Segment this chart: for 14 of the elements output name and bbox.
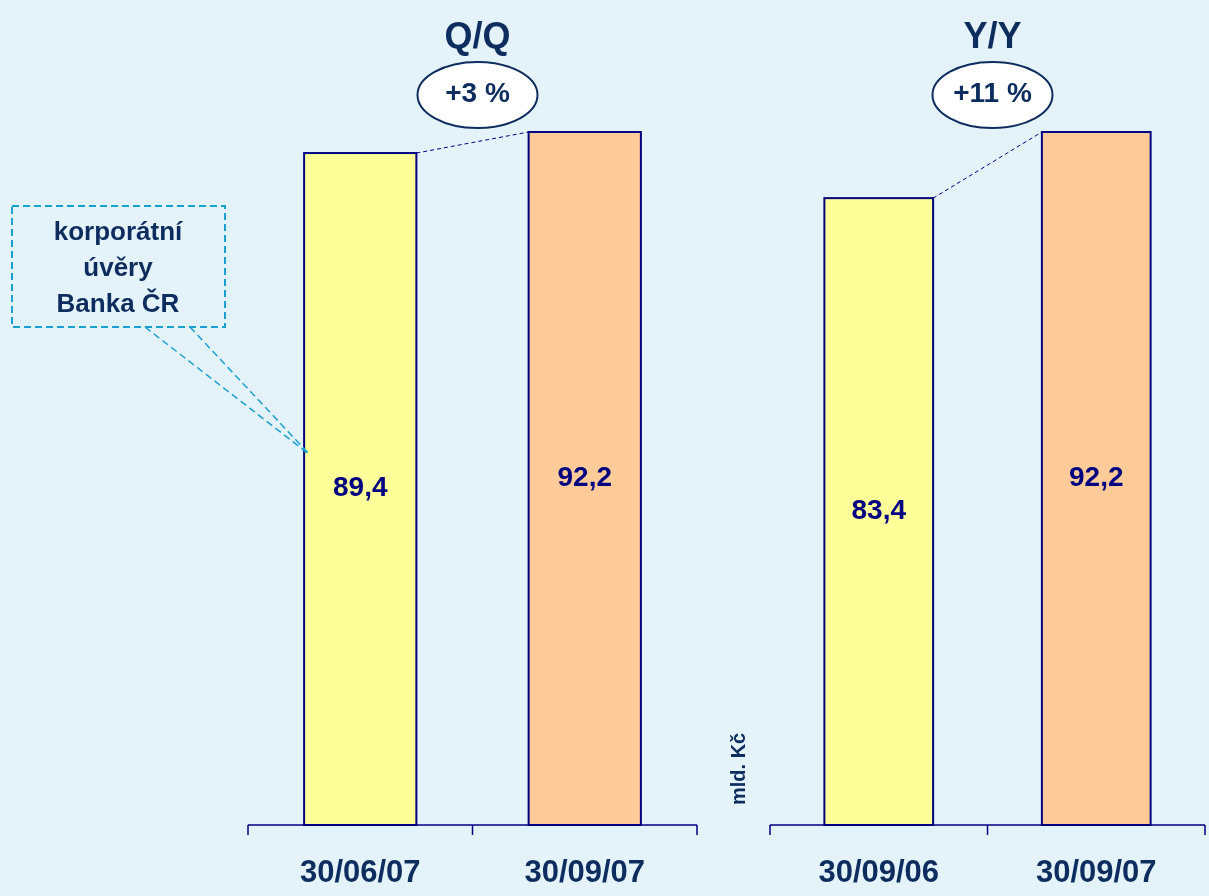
chart-title: Y/Y: [963, 15, 1022, 56]
data-label: 89,4: [333, 471, 388, 503]
text: +3 %: [445, 77, 510, 109]
data-label: 92,2: [557, 460, 612, 492]
x-tick-label: 30/09/06: [818, 854, 940, 889]
x-tick-label: 30/06/07: [299, 854, 421, 889]
y-axis-title: mld. Kč: [727, 732, 749, 805]
x-tick-label: 30/09/07: [524, 854, 646, 889]
x-tick-label: 30/09/07: [1035, 854, 1157, 889]
text: +11 %: [953, 77, 1032, 109]
chart-title: Q/Q: [444, 15, 511, 56]
data-label: 83,4: [851, 493, 907, 525]
text: korporátní úvěry Banka ČR: [53, 216, 184, 318]
data-label: 92,2: [1069, 460, 1124, 492]
